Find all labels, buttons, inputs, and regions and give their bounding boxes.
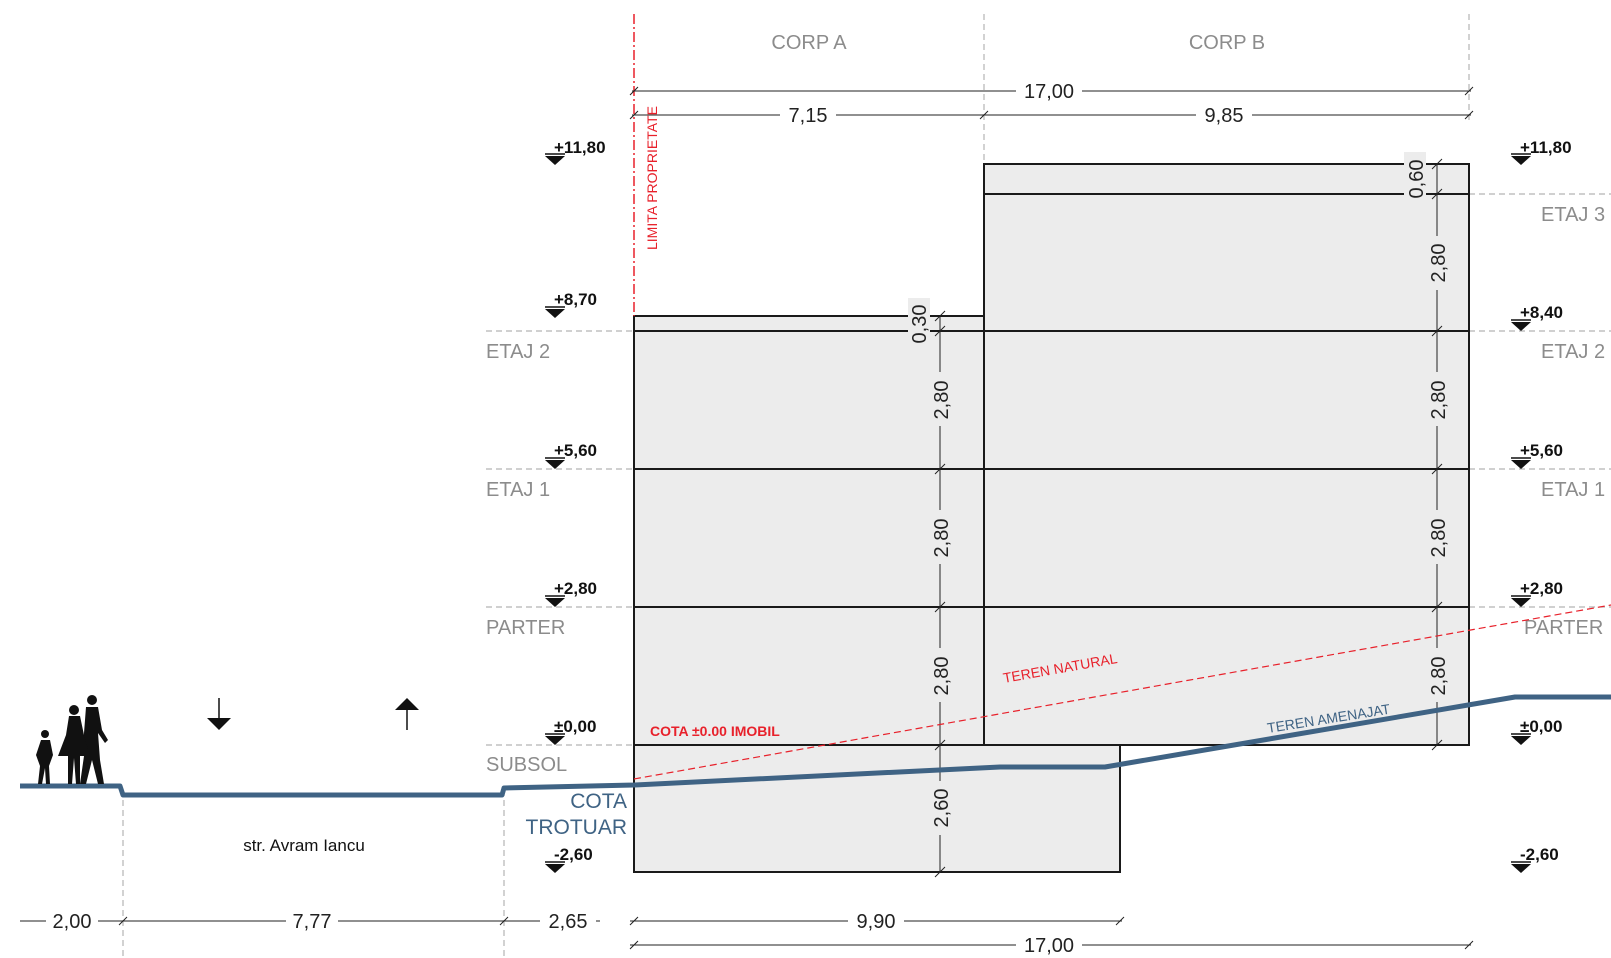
dim-a-parter: 2,80 [931,657,953,696]
dim-b-etaj3: 2,80 [1428,244,1450,283]
floor-label-left: SUBSOL [486,754,567,776]
level-marker: ±0,00 [1511,717,1562,745]
property-limit-label: LIMITA PROPRIETATE [644,106,660,250]
level-marker: +11,80 [545,138,606,165]
cota-imobil-label: COTA ±0.00 IMOBIL [650,723,780,739]
corp-b-parter [983,606,1470,746]
down-arrow-icon [207,698,231,730]
level-marker: +11,80 [1511,138,1572,165]
corp-a-etaj2 [633,330,985,470]
dim-bottom-5: 17,00 [1024,935,1074,957]
corp-b-etaj1 [983,468,1470,608]
dim-bottom-2: 7,77 [293,911,332,933]
dim-b-parapet: 0,60 [1406,160,1428,199]
svg-text:+5,60: +5,60 [1520,441,1563,460]
floor-label-left: PARTER [486,617,565,639]
level-marker: -2,60 [545,845,593,873]
level-markers-right: +11,80 +8,40 +5,60 +2,80 ±0,00 -2,60 [1511,138,1572,873]
level-marker: +5,60 [1511,441,1563,469]
level-marker: +2,80 [545,579,597,607]
corp-b-building [983,163,1470,746]
floor-label-right: ETAJ 2 [1541,341,1605,363]
dim-a-etaj1: 2,80 [931,519,953,558]
ground-profile [20,694,1611,798]
level-marker: +8,70 [545,290,597,318]
corp-a-parter [633,606,985,746]
floor-label-right: ETAJ 1 [1541,479,1605,501]
corp-b-title: CORP B [1189,32,1265,54]
up-arrow-icon [395,698,419,730]
level-marker: +5,60 [545,441,597,469]
floor-label-right: ETAJ 3 [1541,204,1605,226]
corp-b-parapet [983,163,1470,195]
corp-a-parapet [633,315,985,332]
floor-lines [486,193,1611,746]
svg-text:±0,00: ±0,00 [554,717,596,736]
level-markers-left: +11,80 +8,70 +5,60 +2,80 ±0,00 -2,60 [545,138,606,873]
dim-total-top: 17,00 [1024,81,1074,103]
dim-a-parapet: 0,30 [909,305,931,344]
dim-corp-a-top: 7,15 [789,105,828,127]
corp-a-basement [633,744,1121,873]
natural-terrain-line [633,604,1611,780]
floor-label-left: ETAJ 2 [486,341,550,363]
bottom-dimensions [20,916,1474,950]
people-silhouette-icon [36,695,108,784]
dim-bottom-3: 2,65 [549,911,588,933]
dim-b-etaj1: 2,80 [1428,519,1450,558]
svg-text:+8,40: +8,40 [1520,303,1563,322]
level-marker: -2,60 [1511,845,1559,873]
cota-trotuar-label: COTA [570,790,627,813]
svg-text:-2,60: -2,60 [1520,845,1559,864]
svg-text:+11,80: +11,80 [1520,138,1572,157]
level-marker: +2,80 [1511,579,1563,607]
corp-b-etaj2 [983,330,1470,470]
dim-a-subsol: 2,60 [931,789,953,828]
level-marker: +8,40 [1511,303,1563,331]
dim-bottom-1: 2,00 [53,911,92,933]
floor-label-left: ETAJ 1 [486,479,550,501]
corp-b-etaj3 [983,193,1470,332]
dim-b-parter: 2,80 [1428,657,1450,696]
svg-text:+2,80: +2,80 [554,579,597,598]
svg-text:±0,00: ±0,00 [1520,717,1562,736]
dim-bottom-4: 9,90 [857,911,896,933]
dim-corp-b-top: 9,85 [1205,105,1244,127]
svg-text:+11,80: +11,80 [554,138,606,157]
cota-trotuar-label: TROTUAR [526,816,628,839]
street-label: str. Avram Iancu [243,836,365,855]
svg-text:+2,80: +2,80 [1520,579,1563,598]
floor-label-right: PARTER [1524,617,1603,639]
corp-a-title: CORP A [771,32,847,54]
svg-text:+5,60: +5,60 [554,441,597,460]
dim-a-etaj2: 2,80 [931,381,953,420]
dim-b-etaj2: 2,80 [1428,381,1450,420]
svg-text:-2,60: -2,60 [554,845,593,864]
level-marker: ±0,00 [545,717,596,745]
corp-a-etaj1 [633,468,985,608]
svg-text:+8,70: +8,70 [554,290,597,309]
